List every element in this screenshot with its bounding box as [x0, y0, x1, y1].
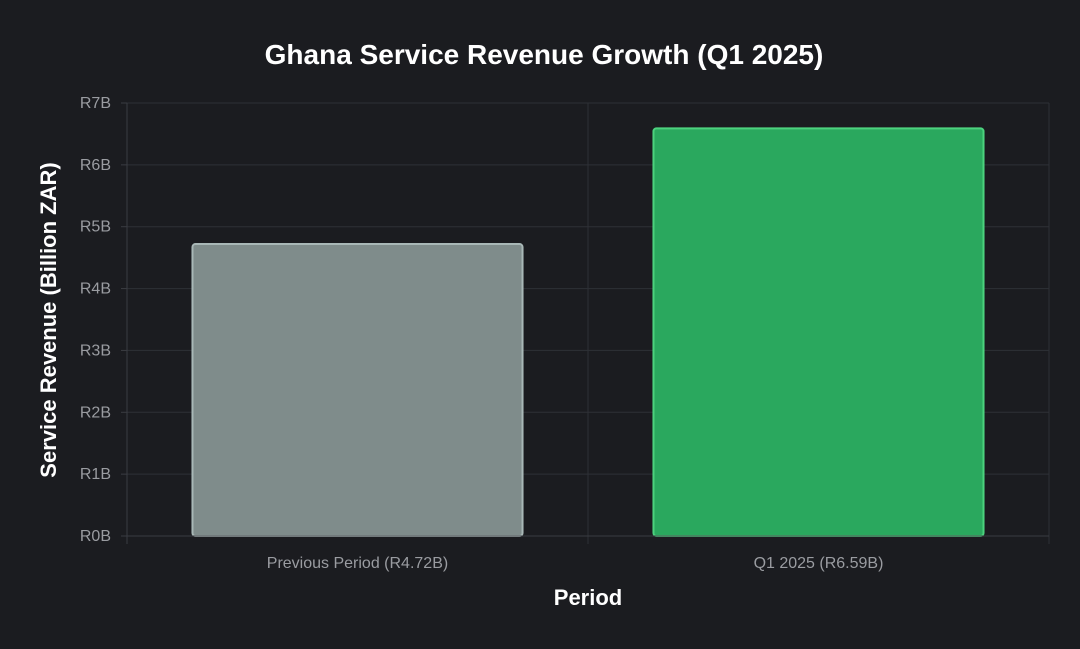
x-axis-title: Period [554, 585, 622, 610]
bar-q1-2025[interactable] [652, 127, 985, 538]
y-tick-label: R0B [80, 528, 111, 545]
y-tick-label: R7B [80, 95, 111, 112]
y-tick-label: R4B [80, 281, 111, 298]
x-axis-ticks: Previous Period (R4.72B) Q1 2025 (R6.59B) [267, 555, 884, 572]
bars [191, 127, 985, 538]
y-axis-ticks: R0B R1B R2B R3B R4B R5B R6B R7B [80, 95, 127, 545]
x-tick-label: Previous Period (R4.72B) [267, 555, 448, 572]
y-tick-label: R2B [80, 404, 111, 421]
y-tick-label: R5B [80, 219, 111, 236]
y-tick-label: R1B [80, 466, 111, 483]
bar-previous-period[interactable] [191, 243, 524, 538]
y-axis-title: Service Revenue (Billion ZAR) [36, 162, 61, 477]
chart-title: Ghana Service Revenue Growth (Q1 2025) [265, 39, 824, 70]
y-tick-label: R3B [80, 342, 111, 359]
x-tick-label: Q1 2025 (R6.59B) [754, 555, 884, 572]
y-tick-label: R6B [80, 157, 111, 174]
